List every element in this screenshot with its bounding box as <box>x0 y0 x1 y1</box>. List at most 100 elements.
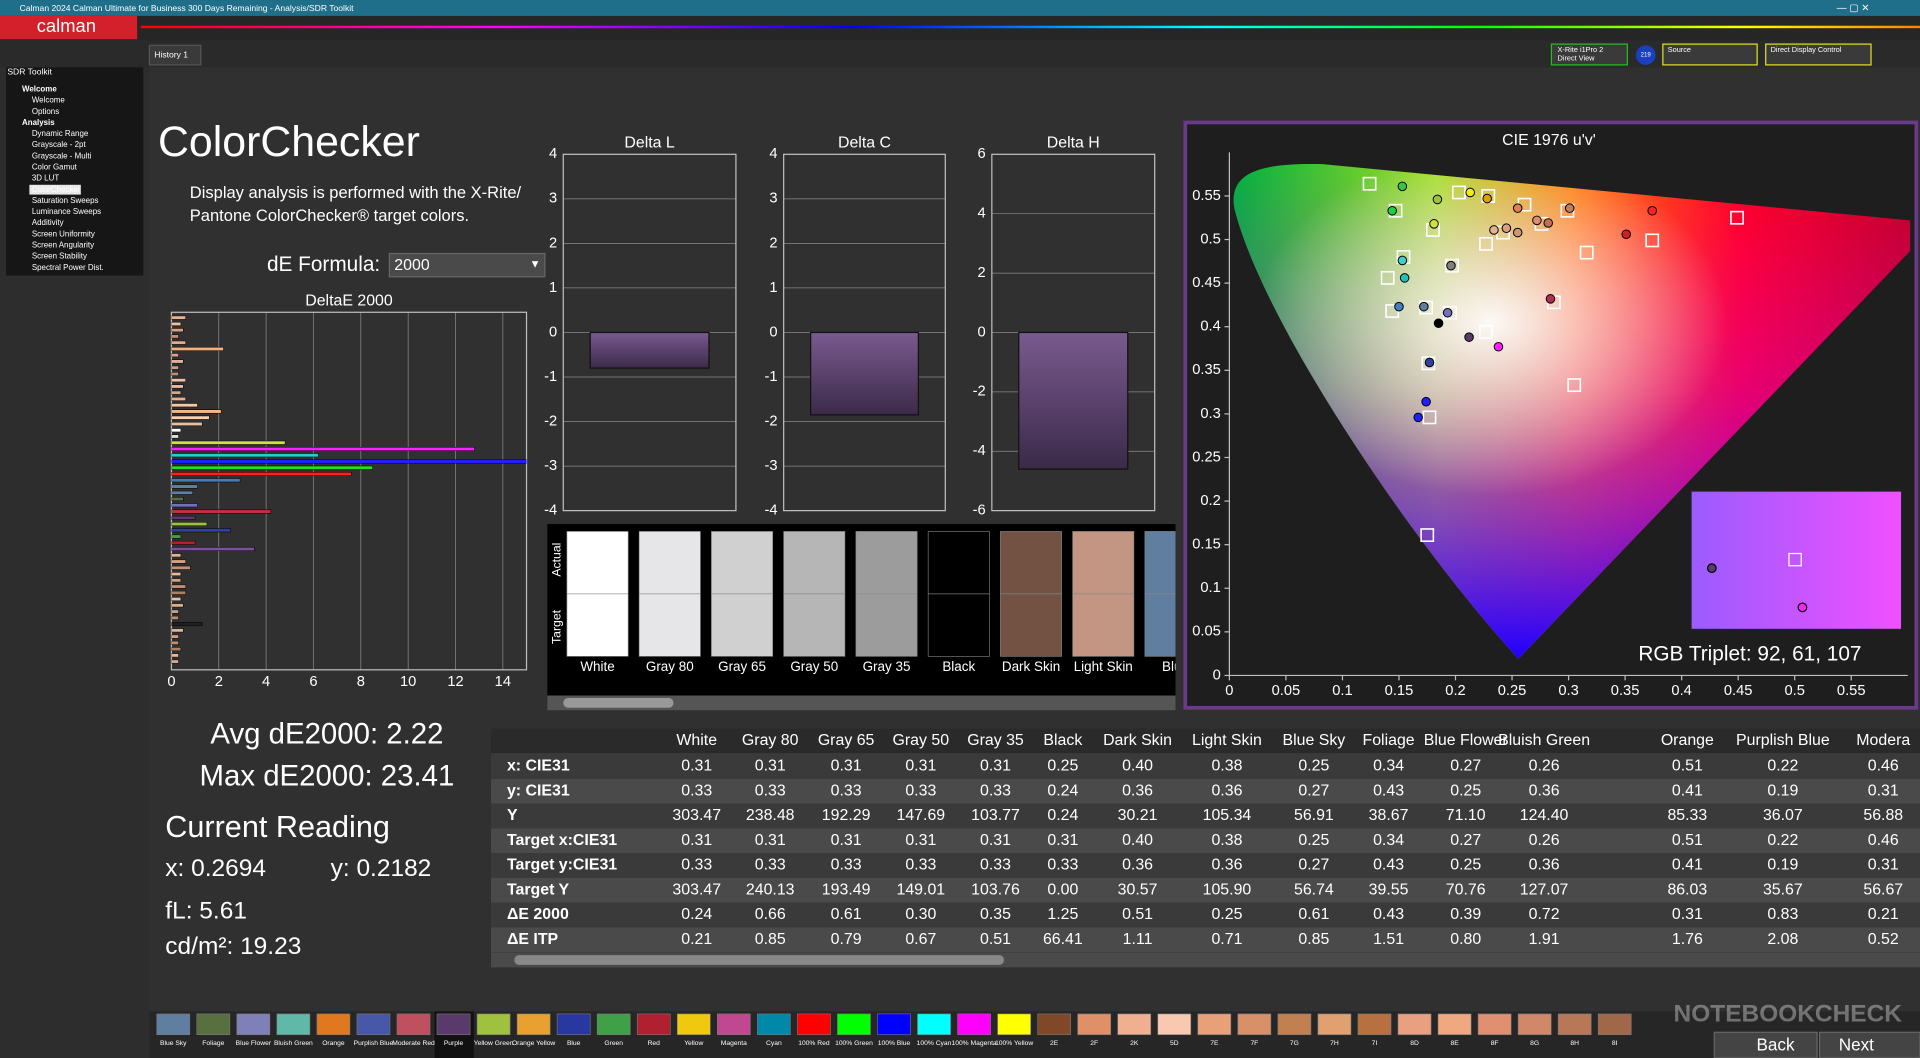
sidebar-item[interactable]: Screen Angularity <box>32 241 94 250</box>
sidebar-item[interactable]: ColorChecker <box>32 185 81 194</box>
formula-dropdown[interactable] <box>388 252 546 278</box>
strip-swatch[interactable] <box>156 1013 191 1036</box>
strip-swatch[interactable] <box>1437 1013 1472 1036</box>
strip-swatch[interactable] <box>436 1013 471 1036</box>
strip-swatch[interactable] <box>1477 1013 1512 1036</box>
strip-swatch[interactable] <box>877 1013 911 1036</box>
strip-swatch[interactable] <box>1037 1013 1072 1036</box>
strip-swatch[interactable] <box>1557 1013 1592 1036</box>
sidebar-item[interactable]: Screen Uniformity <box>32 229 95 238</box>
strip-swatch[interactable] <box>1197 1013 1232 1036</box>
row-label: ΔE 2000 <box>507 906 569 923</box>
scrollbar[interactable] <box>547 695 1176 711</box>
table-cell: 0.36 <box>1122 782 1153 799</box>
strip-swatch[interactable] <box>716 1013 751 1036</box>
strip-swatch[interactable] <box>1117 1013 1152 1036</box>
sidebar-item[interactable]: Grayscale - 2pt <box>32 140 87 149</box>
table-cell: 303.47 <box>672 881 721 898</box>
table-cell: 1.51 <box>1373 931 1404 948</box>
axis-box <box>562 153 737 512</box>
table-scroll-thumb[interactable] <box>514 955 1005 965</box>
table-cell: 56.88 <box>1863 807 1903 824</box>
strip-swatch[interactable] <box>636 1013 671 1036</box>
meter-select[interactable] <box>1550 43 1628 66</box>
title-bar <box>0 0 1920 16</box>
strip-swatch[interactable] <box>316 1013 351 1036</box>
scroll-thumb[interactable] <box>563 697 674 708</box>
strip-swatch[interactable] <box>1277 1013 1312 1036</box>
y-tick-label: 0.4 <box>1200 319 1220 335</box>
table-cell: 103.77 <box>971 807 1020 824</box>
strip-swatch[interactable] <box>1157 1013 1192 1036</box>
table-cell: 56.74 <box>1294 881 1334 898</box>
sidebar-item[interactable]: Luminance Sweeps <box>32 207 101 216</box>
strip-swatch[interactable] <box>837 1013 871 1036</box>
sidebar-item[interactable]: Welcome <box>22 85 57 94</box>
sidebar-item[interactable]: Screen Stability <box>32 252 87 261</box>
table-cell: 0.31 <box>980 758 1011 775</box>
strip-name: 8H <box>1570 1040 1579 1047</box>
strip-swatch[interactable] <box>1517 1013 1552 1036</box>
swatch-name: Gray 65 <box>718 659 766 674</box>
strip-name: 5D <box>1170 1040 1179 1047</box>
row-label: Target y:CIE31 <box>507 857 617 874</box>
strip-swatch[interactable] <box>596 1013 631 1036</box>
sidebar-item[interactable]: Color Gamut <box>32 163 78 172</box>
strip-swatch[interactable] <box>236 1013 271 1036</box>
strip-swatch[interactable] <box>396 1013 431 1036</box>
table-cell: 0.25 <box>1450 857 1481 874</box>
sidebar-item[interactable]: 3D LUT <box>32 174 59 183</box>
strip-swatch[interactable] <box>1317 1013 1352 1036</box>
sidebar-item[interactable]: Additivity <box>32 218 64 227</box>
sidebar-item[interactable]: Analysis <box>22 118 55 127</box>
strip-name: Blue Sky <box>160 1040 187 1047</box>
sidebar-item[interactable]: Grayscale - Multi <box>32 151 92 160</box>
next-button[interactable] <box>1818 1031 1920 1058</box>
swatch-name: Black <box>942 659 975 674</box>
strip-swatch[interactable] <box>1237 1013 1272 1036</box>
strip-swatch[interactable] <box>196 1013 231 1036</box>
strip-swatch[interactable] <box>997 1013 1031 1036</box>
display-select[interactable] <box>1765 43 1872 66</box>
meter-badge[interactable] <box>1635 45 1656 65</box>
actual-point <box>1397 255 1408 266</box>
strip-swatch[interactable] <box>676 1013 711 1036</box>
swatch-name: Gray 35 <box>863 659 911 674</box>
strip-swatch[interactable] <box>276 1013 311 1036</box>
x-tick-label: 2 <box>215 674 223 690</box>
source-select[interactable] <box>1662 43 1758 66</box>
sidebar-item[interactable]: Saturation Sweeps <box>32 196 99 205</box>
sidebar-item[interactable]: Welcome <box>32 96 66 105</box>
target-point <box>1445 258 1460 273</box>
back-button[interactable] <box>1713 1031 1818 1058</box>
strip-swatch[interactable] <box>797 1013 831 1036</box>
strip-swatch[interactable] <box>957 1013 991 1036</box>
sidebar-item[interactable]: Spectral Power Dist. <box>32 263 104 272</box>
actual-point <box>1543 218 1553 228</box>
strip-swatch[interactable] <box>476 1013 511 1036</box>
table-cell: 303.47 <box>672 807 721 824</box>
strip-swatch[interactable] <box>757 1013 791 1036</box>
strip-swatch[interactable] <box>1357 1013 1392 1036</box>
strip-swatch[interactable] <box>1397 1013 1432 1036</box>
y-tick-label: -4 <box>973 443 986 459</box>
table-cell: 70.76 <box>1446 881 1486 898</box>
strip-swatch[interactable] <box>356 1013 391 1036</box>
meter-line1: X-Rite i1Pro 2 <box>1558 45 1604 54</box>
strip-swatch[interactable] <box>516 1013 551 1036</box>
sidebar-item[interactable]: Dynamic Range <box>32 129 89 138</box>
y-tick-label: 0.55 <box>1192 188 1221 204</box>
table-cell: 0.33 <box>905 782 936 799</box>
y-tick-label: 6 <box>978 146 986 162</box>
table-cell: 0.51 <box>980 931 1011 948</box>
history-tab[interactable] <box>148 44 202 66</box>
sidebar-item[interactable]: Options <box>32 107 59 116</box>
strip-swatch[interactable] <box>556 1013 591 1036</box>
strip-swatch[interactable] <box>1597 1013 1632 1036</box>
column-header: Gray 65 <box>818 732 875 749</box>
strip-swatch[interactable] <box>1077 1013 1112 1036</box>
logo-box[interactable] <box>0 15 138 40</box>
strip-swatch[interactable] <box>917 1013 951 1036</box>
target-swatch <box>566 593 629 657</box>
window-controls[interactable]: — ▢ ✕ <box>1837 3 1870 14</box>
